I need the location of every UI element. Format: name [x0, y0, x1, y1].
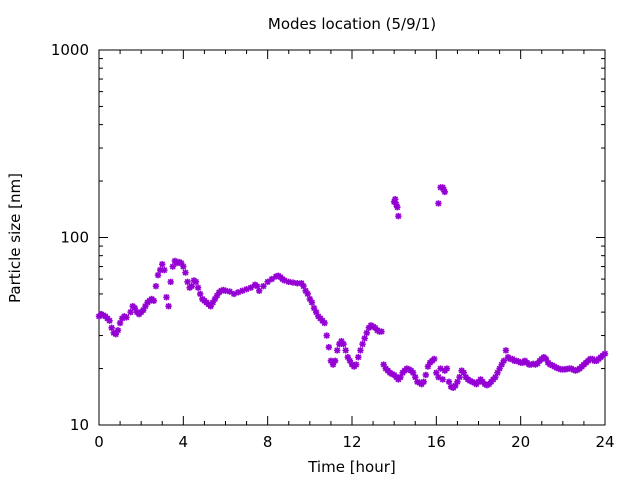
data-point — [222, 287, 229, 294]
data-point — [192, 278, 200, 286]
data-point — [443, 365, 451, 372]
data-point — [439, 376, 446, 383]
data-point — [150, 297, 158, 304]
data-point — [161, 266, 168, 274]
data-point — [321, 319, 328, 327]
data-point — [285, 278, 292, 286]
data-point — [197, 290, 204, 298]
data-point — [378, 328, 385, 335]
data-point — [159, 261, 166, 268]
y-tick-label: 10 — [70, 416, 89, 434]
data-point — [247, 284, 254, 291]
x-axis: 0 4 8 12 16 20 24 — [94, 50, 615, 451]
data-point — [363, 329, 370, 337]
data-point — [435, 200, 442, 207]
data-point — [323, 332, 330, 339]
data-point — [361, 335, 368, 342]
data-point — [300, 282, 307, 290]
chart-title: Modes location (5/9/1) — [268, 15, 436, 33]
data-point — [256, 287, 263, 294]
data-point — [268, 275, 276, 283]
data-point — [355, 353, 362, 361]
data-point — [108, 324, 115, 331]
x-tick-label: 24 — [595, 433, 614, 451]
y-axis: 10 100 1000 — [51, 41, 605, 434]
data-point — [394, 204, 401, 211]
data-point — [331, 357, 339, 364]
data-point — [194, 284, 202, 291]
data-point — [445, 378, 453, 385]
data-point — [359, 340, 366, 348]
data-point — [152, 282, 160, 290]
y-axis-label: Particle size [nm] — [6, 173, 24, 303]
data-point — [106, 317, 113, 324]
data-point — [127, 308, 134, 316]
data-point — [264, 278, 271, 286]
data-point — [395, 212, 402, 220]
x-tick-label: 16 — [427, 433, 446, 451]
data-point — [342, 347, 349, 354]
data-point — [260, 282, 267, 290]
data-point — [441, 188, 448, 196]
data-point — [500, 357, 507, 364]
data-point — [184, 278, 191, 286]
data-point — [167, 278, 174, 286]
data-points — [95, 184, 609, 391]
x-tick-label: 4 — [179, 433, 189, 451]
data-point — [334, 347, 341, 354]
data-point — [154, 271, 162, 279]
data-point — [165, 303, 172, 310]
data-point — [123, 314, 130, 321]
x-tick-label: 8 — [263, 433, 273, 451]
data-point — [304, 290, 311, 298]
data-point — [357, 347, 364, 354]
y-tick-label: 100 — [60, 229, 89, 247]
data-point — [502, 347, 510, 354]
data-point — [163, 294, 170, 301]
data-point — [420, 378, 427, 385]
data-point — [308, 299, 316, 306]
x-tick-label: 20 — [511, 433, 530, 451]
data-point — [340, 340, 347, 348]
y-tick-label: 1000 — [51, 41, 89, 59]
data-point — [114, 327, 122, 334]
x-tick-label: 0 — [94, 433, 104, 451]
data-point — [422, 371, 429, 379]
data-point — [392, 196, 399, 203]
data-point — [182, 269, 189, 276]
data-point — [431, 355, 438, 363]
data-point — [325, 343, 333, 351]
data-point — [180, 263, 187, 270]
data-point — [456, 373, 463, 381]
data-point — [601, 350, 609, 357]
x-axis-label: Time [hour] — [307, 458, 396, 476]
data-point — [353, 361, 360, 368]
data-point — [188, 282, 195, 290]
x-tick-label: 12 — [342, 433, 361, 451]
data-point — [397, 373, 404, 381]
